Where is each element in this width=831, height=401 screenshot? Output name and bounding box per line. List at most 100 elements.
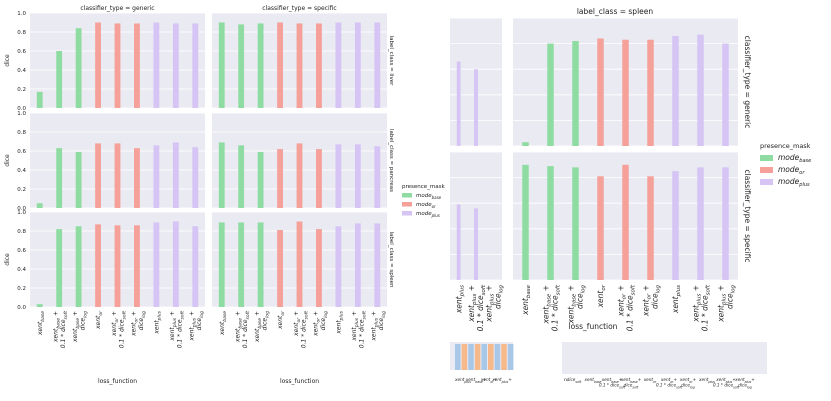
label-subscript: log bbox=[264, 311, 270, 318]
legend-entry: modeor bbox=[778, 165, 805, 176]
chart-panel bbox=[212, 211, 387, 308]
label-main: xent bbox=[601, 377, 612, 382]
label-subscript: base bbox=[75, 318, 81, 329]
label-subscript: plus bbox=[156, 310, 162, 321]
bottom-tick-label: xentbase bbox=[584, 377, 602, 384]
label-tail: + bbox=[617, 285, 626, 294]
label-subscript: or bbox=[98, 310, 104, 316]
y-tick-label: 1.0 bbox=[17, 11, 26, 17]
x-tick-label: 0.1 * dicesoft bbox=[626, 284, 637, 331]
label-main: xent bbox=[111, 322, 118, 337]
label-main: dice bbox=[138, 318, 145, 331]
label-subscript: base bbox=[594, 380, 602, 384]
label-tail: + bbox=[189, 311, 196, 318]
x-tick-label: 0.1 * dicesoft bbox=[359, 311, 368, 349]
bar bbox=[572, 41, 579, 146]
label-main: xent bbox=[642, 298, 651, 317]
label-subscript: base bbox=[547, 293, 553, 307]
label-subscript: base bbox=[56, 318, 62, 329]
bar bbox=[218, 222, 225, 307]
label-main: dice bbox=[651, 293, 660, 309]
label-subscript: soft bbox=[245, 311, 251, 320]
x-tick-label: dicelog bbox=[651, 284, 662, 308]
x-tick-label: xentor bbox=[277, 310, 286, 330]
label-main: xent bbox=[454, 295, 463, 314]
y-axis-label: dice bbox=[4, 54, 11, 67]
label-main: xent bbox=[620, 377, 631, 382]
bar bbox=[522, 164, 529, 280]
strip-bar bbox=[468, 344, 474, 370]
bar bbox=[172, 221, 179, 307]
label-subscript: plus bbox=[172, 317, 178, 328]
label-main: xent bbox=[153, 320, 160, 335]
x-tick-label: xentplus bbox=[335, 310, 344, 334]
label-main: 0.1 * dice bbox=[476, 295, 485, 331]
legend-entry: modeplus bbox=[416, 211, 440, 218]
label-main: xent bbox=[467, 304, 476, 323]
label-main: xent bbox=[53, 328, 60, 343]
label-subscript: log bbox=[82, 311, 88, 318]
x-tick-label: xentplus + bbox=[169, 311, 178, 342]
x-tick-label: xentbase + bbox=[72, 311, 81, 343]
column-header: classifier_type = generic bbox=[80, 5, 154, 12]
bottom-tick-label: xentbase+ bbox=[620, 377, 642, 384]
x-tick-label: xentor + bbox=[617, 285, 628, 317]
label-tail: + bbox=[693, 377, 697, 382]
label-main: 0.1 * dice bbox=[300, 319, 307, 348]
label-main: mode bbox=[416, 211, 432, 217]
bottom-tick-label: xentor+ bbox=[679, 377, 697, 384]
label-main: xent bbox=[643, 377, 654, 382]
label-tail: + bbox=[312, 311, 319, 318]
x-tick-label: xentplus + bbox=[351, 311, 360, 342]
label-subscript: or bbox=[647, 293, 653, 299]
y-tick-label: 0.0 bbox=[17, 305, 26, 311]
column-header: classifier_type = specific bbox=[262, 5, 336, 12]
label-tail: + bbox=[293, 311, 300, 318]
label-subscript: base bbox=[611, 380, 619, 384]
x-tick-label: xentplus + bbox=[717, 285, 728, 323]
bar bbox=[277, 22, 283, 108]
chart-panel bbox=[30, 211, 205, 308]
bottom-tick-label: 0.1 * dicesoft bbox=[656, 383, 683, 390]
label-tail: + bbox=[53, 311, 60, 318]
strip-bar bbox=[461, 344, 468, 370]
mini-tick-label: xentor+ bbox=[480, 377, 498, 384]
bar bbox=[522, 142, 529, 146]
bar bbox=[296, 23, 303, 109]
label-subscript: soft bbox=[481, 284, 487, 295]
bar bbox=[192, 147, 199, 208]
label-subscript: log bbox=[141, 311, 147, 318]
chart-panel-small bbox=[450, 151, 502, 281]
empty-axis-panel bbox=[562, 342, 767, 374]
label-subscript: soft bbox=[121, 311, 127, 320]
bar bbox=[722, 43, 729, 146]
bar bbox=[134, 23, 140, 109]
y-tick-label: 0.2 bbox=[17, 87, 26, 93]
legend-swatch bbox=[760, 155, 773, 161]
mini-strip-plot bbox=[450, 342, 514, 370]
legend-title: presence_mask bbox=[402, 184, 446, 190]
label-main: dice bbox=[567, 377, 576, 382]
label-subscript: plus bbox=[354, 317, 360, 328]
label-subscript: plus bbox=[472, 294, 478, 307]
bottom-tick-label: xentplus+ bbox=[734, 377, 755, 384]
label-subscript: plus bbox=[192, 317, 198, 328]
bar bbox=[153, 22, 160, 108]
legend-swatch bbox=[402, 211, 412, 216]
label-tail: + bbox=[717, 285, 726, 294]
bottom-tick-label: dicesoft bbox=[567, 377, 582, 384]
label-subscript: plus bbox=[744, 380, 752, 384]
bar bbox=[134, 148, 140, 208]
bar bbox=[335, 22, 342, 108]
legend-swatch bbox=[402, 193, 412, 198]
row-header: label_class = liver bbox=[388, 36, 394, 87]
y-tick-label: 1.0 bbox=[17, 111, 26, 117]
label-main: xent bbox=[293, 322, 300, 337]
bar bbox=[257, 23, 264, 109]
x-tick-label: 0.1 * dicesoft bbox=[177, 311, 186, 349]
x-tick-label: xentbase + bbox=[254, 311, 263, 343]
bar bbox=[36, 304, 43, 307]
label-tail: + bbox=[467, 285, 476, 294]
bar bbox=[697, 167, 704, 280]
strip-bar bbox=[481, 344, 487, 370]
